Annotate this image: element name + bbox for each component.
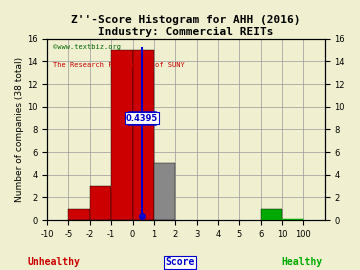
Text: ©www.textbiz.org: ©www.textbiz.org xyxy=(53,44,121,50)
Text: The Research Foundation of SUNY: The Research Foundation of SUNY xyxy=(53,62,184,68)
Bar xyxy=(261,209,282,220)
Text: Healthy: Healthy xyxy=(282,257,323,267)
Text: 0.4395: 0.4395 xyxy=(126,114,158,123)
Text: Score: Score xyxy=(165,257,195,267)
Text: Unhealthy: Unhealthy xyxy=(28,257,80,267)
Bar xyxy=(154,163,175,220)
Y-axis label: Number of companies (38 total): Number of companies (38 total) xyxy=(15,57,24,202)
Bar xyxy=(90,186,111,220)
Bar xyxy=(132,50,154,220)
Bar xyxy=(68,209,90,220)
Title: Z''-Score Histogram for AHH (2016)
Industry: Commercial REITs: Z''-Score Histogram for AHH (2016) Indus… xyxy=(71,15,301,37)
Bar xyxy=(111,50,132,220)
